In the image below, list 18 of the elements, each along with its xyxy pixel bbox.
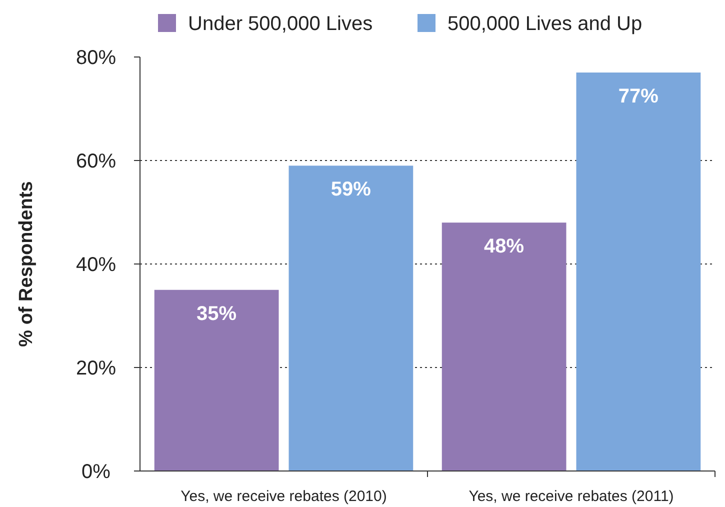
data-label: 77% [618,86,659,108]
bar [154,290,279,471]
data-label: 48% [484,236,524,258]
bar [442,222,566,471]
y-axis-title: % of Respondents [16,181,37,347]
y-tick-label: 20% [76,358,116,380]
x-tick-label: Yes, we receive rebates (2011) [468,488,674,505]
y-tick-label: 60% [76,150,116,172]
x-tick-label: Yes, we receive rebates (2010) [180,488,387,505]
y-tick-label: 0% [82,461,111,483]
y-tick-label: 40% [76,254,116,276]
data-label: 35% [196,302,237,325]
legend-label: 500,000 Lives and Up [448,13,642,35]
bar [288,166,414,471]
y-tick-label: 80% [76,47,116,69]
data-label: 59% [330,178,372,201]
bar [576,72,701,471]
legend-label: Under 500,000 Lives [188,13,373,35]
